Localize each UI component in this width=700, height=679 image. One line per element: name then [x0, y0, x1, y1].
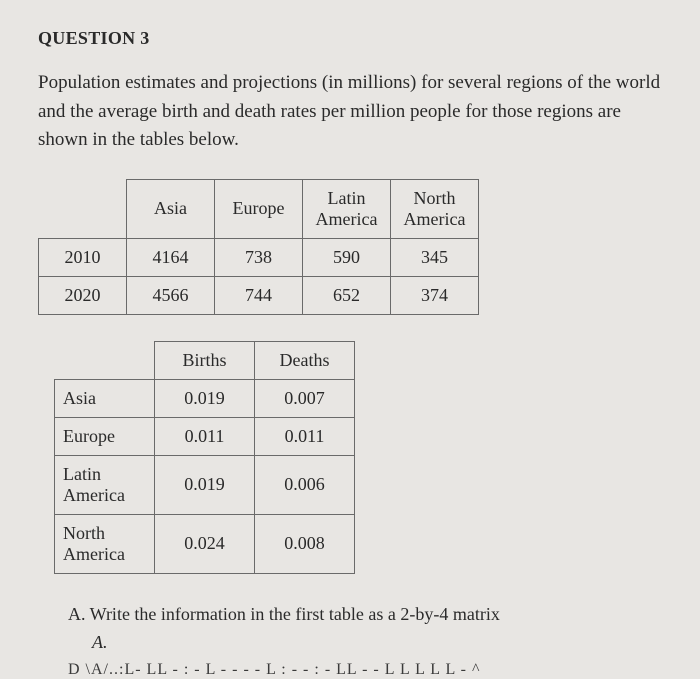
table-row: Europe 0.011 0.011 — [55, 417, 355, 455]
table1-cell: 738 — [215, 238, 303, 276]
table1-cell: 4164 — [127, 238, 215, 276]
table2-row-label-latin-america: LatinAmerica — [55, 455, 155, 514]
table1-cell: 652 — [303, 276, 391, 314]
table1-cell: 374 — [391, 276, 479, 314]
table1-col-latin-america: LatinAmerica — [303, 179, 391, 238]
table1-col-north-america: NorthAmerica — [391, 179, 479, 238]
table1-row-label-2010: 2010 — [39, 238, 127, 276]
table1-col-europe: Europe — [215, 179, 303, 238]
table2-cell: 0.019 — [155, 379, 255, 417]
table2-cell: 0.019 — [155, 455, 255, 514]
table2-cell: 0.011 — [155, 417, 255, 455]
table1-cell: 590 — [303, 238, 391, 276]
table2-col-deaths: Deaths — [255, 341, 355, 379]
table1-col-asia: Asia — [127, 179, 215, 238]
table1-corner — [39, 179, 127, 238]
rates-table: Births Deaths Asia 0.019 0.007 Europe 0.… — [54, 341, 355, 574]
table2-cell: 0.008 — [255, 514, 355, 573]
table-row: Asia 0.019 0.007 — [55, 379, 355, 417]
part-a-text: A. Write the information in the first ta… — [68, 604, 500, 624]
table-row: NorthAmerica 0.024 0.008 — [55, 514, 355, 573]
table2-cell: 0.007 — [255, 379, 355, 417]
table2-cell: 0.011 — [255, 417, 355, 455]
table-row: 2010 4164 738 590 345 — [39, 238, 479, 276]
table2-cell: 0.024 — [155, 514, 255, 573]
table2-row-label-asia: Asia — [55, 379, 155, 417]
question-body-text: Population estimates and projections (in… — [38, 69, 662, 155]
table2-corner — [55, 341, 155, 379]
table1-cell: 744 — [215, 276, 303, 314]
table2-cell: 0.006 — [255, 455, 355, 514]
table1-cell: 4566 — [127, 276, 215, 314]
table1-row-label-2020: 2020 — [39, 276, 127, 314]
table2-row-label-north-america: NorthAmerica — [55, 514, 155, 573]
table1-cell: 345 — [391, 238, 479, 276]
table-row: LatinAmerica 0.019 0.006 — [55, 455, 355, 514]
table2-row-label-europe: Europe — [55, 417, 155, 455]
truncated-text-line: D \A/..:L- LL - : - L - - - - L : - - : … — [68, 661, 662, 679]
part-a-container: A. Write the information in the first ta… — [68, 600, 662, 658]
question-heading: QUESTION 3 — [38, 28, 662, 49]
table-row: 2020 4566 744 652 374 — [39, 276, 479, 314]
part-a-letter: A. — [92, 628, 662, 657]
table2-col-births: Births — [155, 341, 255, 379]
population-table: Asia Europe LatinAmerica NorthAmerica 20… — [38, 179, 479, 315]
